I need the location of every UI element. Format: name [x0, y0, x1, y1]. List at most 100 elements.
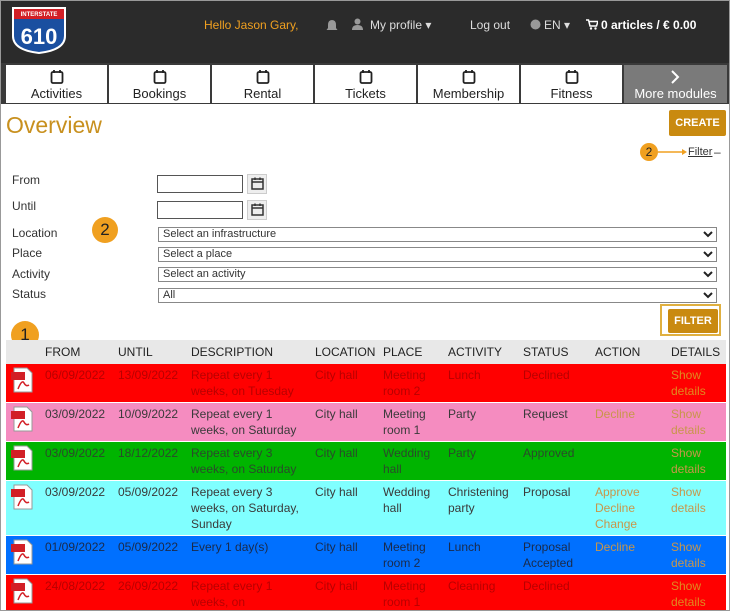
- cell-location: City hall: [311, 574, 379, 610]
- table-row: 24/08/2022 26/09/2022 Repeat every 1 weeks…: [6, 574, 726, 610]
- page-title: Overview: [6, 112, 102, 138]
- select-value[interactable]: Select an infrastructure: [163, 228, 277, 240]
- profile-menu[interactable]: My profile ▾: [370, 18, 432, 32]
- language[interactable]: EN: [544, 18, 561, 32]
- header-cell: STATUS: [519, 340, 591, 364]
- select-value[interactable]: All: [163, 289, 176, 301]
- table-row: 03/09/2022 18/12/2022 Repeat every 3 weeks…: [6, 441, 726, 481]
- bookings-table: FROM UNTIL DESCRIPTION LOCATION PLACE ACTIVIT…: [6, 340, 726, 610]
- cell-until: 18/12/2022: [114, 441, 187, 481]
- cell-activity: Lunch: [444, 364, 519, 403]
- logo-number: 610: [21, 24, 58, 49]
- cell-until: 05/09/2022: [114, 535, 187, 575]
- details-link[interactable]: Show details: [671, 579, 706, 609]
- create-button[interactable]: CREATE: [669, 110, 726, 136]
- pdf-cell: [6, 364, 41, 403]
- nav-item[interactable]: Fitness: [521, 65, 622, 103]
- chevron: [703, 231, 713, 238]
- cart-icon: [586, 19, 598, 30]
- cell-description: Every 1 day(s): [187, 535, 311, 575]
- cell-activity: Cleaning: [444, 574, 519, 610]
- header-cell: [6, 340, 41, 364]
- cell-description: Repeat every 1 weeks, on Tuesday: [187, 364, 311, 403]
- cell-details: Show details: [667, 535, 726, 575]
- header-row: FROM UNTIL DESCRIPTION LOCATION PLACE ACTIVIT…: [6, 340, 726, 364]
- select-value[interactable]: Select a place: [163, 248, 233, 260]
- calendar-button[interactable]: [247, 174, 267, 194]
- pdf-icon[interactable]: [10, 367, 34, 393]
- table-row: 01/09/2022 05/09/2022 Every 1 day(s) City h…: [6, 535, 726, 575]
- pdf-cell: [6, 535, 41, 575]
- nav-icon: [565, 70, 579, 84]
- filter-link[interactable]: Filter: [688, 146, 713, 158]
- nav-label[interactable]: Tickets: [345, 86, 386, 101]
- nav-item[interactable]: More modules: [624, 65, 727, 103]
- nav-label[interactable]: Bookings: [132, 86, 187, 101]
- select[interactable]: Select an infrastructure: [158, 227, 717, 242]
- cell-place: Meeting room 1: [379, 574, 444, 610]
- details-link[interactable]: Show details: [671, 368, 706, 398]
- nav-item[interactable]: Activities: [6, 65, 107, 103]
- pdf-icon[interactable]: [10, 539, 34, 565]
- nav-item[interactable]: Tickets: [315, 65, 416, 103]
- cell-until: 26/09/2022: [114, 574, 187, 610]
- profile-label[interactable]: My profile: [370, 18, 423, 32]
- details-link[interactable]: Show details: [671, 540, 706, 570]
- bell-icon[interactable]: [326, 19, 338, 32]
- cell-from: 03/09/2022: [41, 441, 114, 481]
- chevron: [703, 271, 713, 278]
- filter-toggle[interactable]: –: [714, 145, 721, 159]
- pdf-icon[interactable]: [10, 406, 34, 432]
- cell-action: [591, 441, 667, 481]
- action-link[interactable]: Approve: [595, 485, 640, 499]
- action-link[interactable]: Decline: [595, 540, 636, 554]
- details-link[interactable]: Show details: [671, 485, 706, 515]
- nav-label[interactable]: Rental: [243, 86, 282, 101]
- header-cell: UNTIL: [114, 340, 187, 364]
- logout[interactable]: Log out: [470, 18, 511, 32]
- cell-action: [591, 364, 667, 403]
- nav-item[interactable]: Membership: [418, 65, 519, 103]
- details-link[interactable]: Show details: [671, 407, 706, 437]
- arrow: [658, 149, 687, 155]
- pdf-cell: [6, 480, 41, 536]
- cell-action: Approve Decline Change: [591, 480, 667, 536]
- chevron: [703, 292, 713, 299]
- select[interactable]: Select a place: [158, 247, 717, 262]
- pdf-icon[interactable]: [10, 578, 34, 604]
- nav-label[interactable]: Activities: [30, 86, 83, 101]
- logo[interactable]: INTERSTATE 610: [11, 6, 67, 54]
- field-label: Location: [12, 226, 58, 240]
- cell-status: Declined: [519, 364, 591, 403]
- filter-button[interactable]: FILTER: [668, 309, 718, 333]
- cell-details: Show details: [667, 364, 726, 403]
- nav-item[interactable]: Rental: [212, 65, 313, 103]
- calendar-icon: [251, 203, 264, 216]
- select-value[interactable]: Select an activity: [163, 268, 246, 280]
- nav-label[interactable]: Fitness: [550, 86, 593, 101]
- from-input[interactable]: [157, 175, 243, 193]
- calendar-button[interactable]: [247, 200, 267, 220]
- cell-description: Repeat every 1 weeks, on Wednesday: [187, 574, 311, 610]
- action-link[interactable]: Decline: [595, 501, 636, 515]
- cell-activity: Party: [444, 402, 519, 442]
- pdf-icon[interactable]: [10, 484, 34, 510]
- nav-label[interactable]: More modules: [634, 86, 717, 101]
- select[interactable]: Select an activity: [158, 267, 717, 282]
- action-link[interactable]: Change: [595, 517, 638, 531]
- nav-item[interactable]: Bookings: [109, 65, 210, 103]
- pdf-icon[interactable]: [10, 445, 34, 471]
- select[interactable]: All: [158, 288, 717, 303]
- action-link[interactable]: Decline: [595, 407, 636, 421]
- language-menu[interactable]: EN ▾: [544, 18, 571, 32]
- cell-details: Show details: [667, 574, 726, 610]
- cell-status: Request: [519, 402, 591, 442]
- cell-place: Wedding hall: [379, 441, 444, 481]
- nav-label[interactable]: Membership: [432, 86, 505, 101]
- cart[interactable]: 0 articles / € 0.00: [601, 18, 697, 32]
- pdf-cell: [6, 402, 41, 442]
- field-label: Activity: [12, 267, 51, 281]
- cell-place: Meeting room 2: [379, 364, 444, 403]
- until-input[interactable]: [157, 201, 243, 219]
- details-link[interactable]: Show details: [671, 446, 706, 476]
